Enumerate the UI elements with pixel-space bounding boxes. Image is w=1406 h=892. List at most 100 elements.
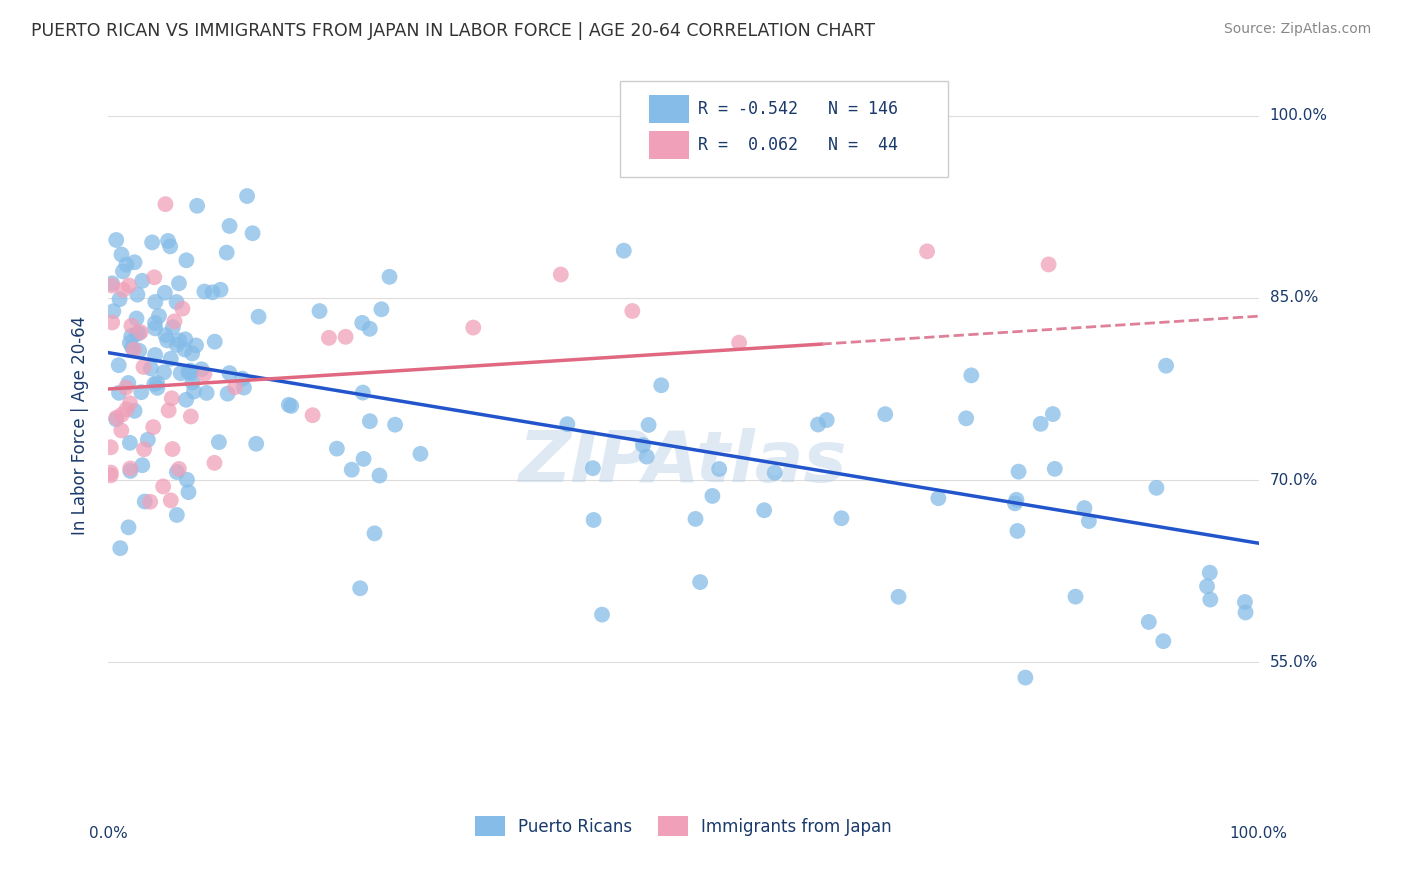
Point bbox=[118, 396, 141, 410]
Point bbox=[155, 328, 177, 343]
Point bbox=[118, 278, 141, 293]
Point bbox=[129, 325, 152, 339]
Point bbox=[166, 295, 188, 310]
Point bbox=[105, 233, 128, 247]
Point bbox=[179, 363, 201, 377]
Point bbox=[139, 361, 162, 376]
Point bbox=[621, 304, 644, 318]
Point bbox=[352, 385, 374, 400]
Point bbox=[557, 417, 579, 432]
Point bbox=[134, 494, 156, 508]
Point bbox=[100, 466, 122, 480]
Point bbox=[1137, 615, 1160, 629]
Point bbox=[359, 322, 381, 336]
Text: 0.0%: 0.0% bbox=[89, 826, 128, 841]
Point bbox=[115, 402, 138, 417]
Point bbox=[463, 320, 485, 334]
Point bbox=[186, 199, 208, 213]
Point bbox=[174, 332, 197, 346]
FancyBboxPatch shape bbox=[620, 81, 948, 178]
Point bbox=[209, 283, 232, 297]
Point bbox=[120, 461, 142, 475]
Point bbox=[101, 316, 124, 330]
Point bbox=[1199, 592, 1222, 607]
Point bbox=[887, 590, 910, 604]
Point bbox=[582, 461, 605, 475]
Point bbox=[318, 331, 340, 345]
Point bbox=[636, 450, 658, 464]
Point bbox=[124, 255, 146, 269]
Point bbox=[1007, 465, 1029, 479]
Point bbox=[117, 376, 139, 390]
Point bbox=[181, 376, 204, 390]
Point bbox=[1198, 566, 1220, 580]
Point bbox=[118, 335, 141, 350]
Point bbox=[702, 489, 724, 503]
Point bbox=[190, 362, 212, 376]
Point bbox=[152, 479, 174, 493]
Point bbox=[830, 511, 852, 525]
Point bbox=[176, 473, 198, 487]
Point bbox=[927, 491, 949, 506]
Point bbox=[100, 440, 122, 454]
Point bbox=[125, 311, 148, 326]
Point bbox=[1154, 359, 1177, 373]
Point bbox=[195, 385, 218, 400]
Point bbox=[815, 413, 838, 427]
Point bbox=[163, 314, 186, 328]
Text: PUERTO RICAN VS IMMIGRANTS FROM JAPAN IN LABOR FORCE | AGE 20-64 CORRELATION CHA: PUERTO RICAN VS IMMIGRANTS FROM JAPAN IN… bbox=[31, 22, 875, 40]
Point bbox=[167, 462, 190, 476]
Point bbox=[236, 189, 259, 203]
Point bbox=[224, 380, 246, 394]
Point bbox=[105, 412, 128, 426]
Point bbox=[1152, 634, 1174, 648]
Point bbox=[118, 435, 141, 450]
Point bbox=[1042, 407, 1064, 421]
Point bbox=[359, 414, 381, 428]
Point bbox=[155, 197, 177, 211]
Text: 100.0%: 100.0% bbox=[1270, 108, 1327, 123]
Point bbox=[125, 326, 148, 341]
Point bbox=[167, 334, 190, 348]
Point bbox=[378, 269, 401, 284]
Point bbox=[1005, 492, 1028, 507]
Point bbox=[308, 304, 330, 318]
Point bbox=[1043, 462, 1066, 476]
Point bbox=[115, 381, 138, 395]
Point bbox=[409, 447, 432, 461]
Text: ZIPAtlas: ZIPAtlas bbox=[519, 428, 848, 497]
Point bbox=[128, 343, 150, 358]
Point bbox=[166, 465, 188, 479]
Point bbox=[349, 581, 371, 595]
Point bbox=[218, 366, 240, 380]
Point bbox=[101, 277, 124, 291]
Point bbox=[218, 219, 240, 233]
Point bbox=[115, 258, 138, 272]
Point bbox=[247, 310, 270, 324]
Point bbox=[105, 410, 128, 425]
Point bbox=[1073, 501, 1095, 516]
Point bbox=[193, 285, 215, 299]
Point bbox=[132, 442, 155, 457]
Point bbox=[582, 513, 605, 527]
FancyBboxPatch shape bbox=[648, 95, 689, 123]
Point bbox=[245, 437, 267, 451]
Point bbox=[141, 235, 163, 250]
Point bbox=[157, 403, 180, 417]
Point bbox=[1234, 606, 1257, 620]
Point bbox=[301, 408, 323, 422]
Text: 70.0%: 70.0% bbox=[1270, 473, 1317, 488]
Point bbox=[176, 253, 198, 268]
Point bbox=[174, 392, 197, 407]
Point bbox=[915, 244, 938, 259]
Point bbox=[208, 435, 231, 450]
Point bbox=[807, 417, 830, 432]
Point bbox=[124, 404, 146, 418]
Point bbox=[143, 316, 166, 330]
Point bbox=[1029, 417, 1052, 431]
Point bbox=[157, 234, 180, 248]
Point bbox=[148, 309, 170, 323]
Point bbox=[280, 399, 302, 413]
Point bbox=[108, 292, 131, 306]
Point bbox=[122, 343, 145, 357]
